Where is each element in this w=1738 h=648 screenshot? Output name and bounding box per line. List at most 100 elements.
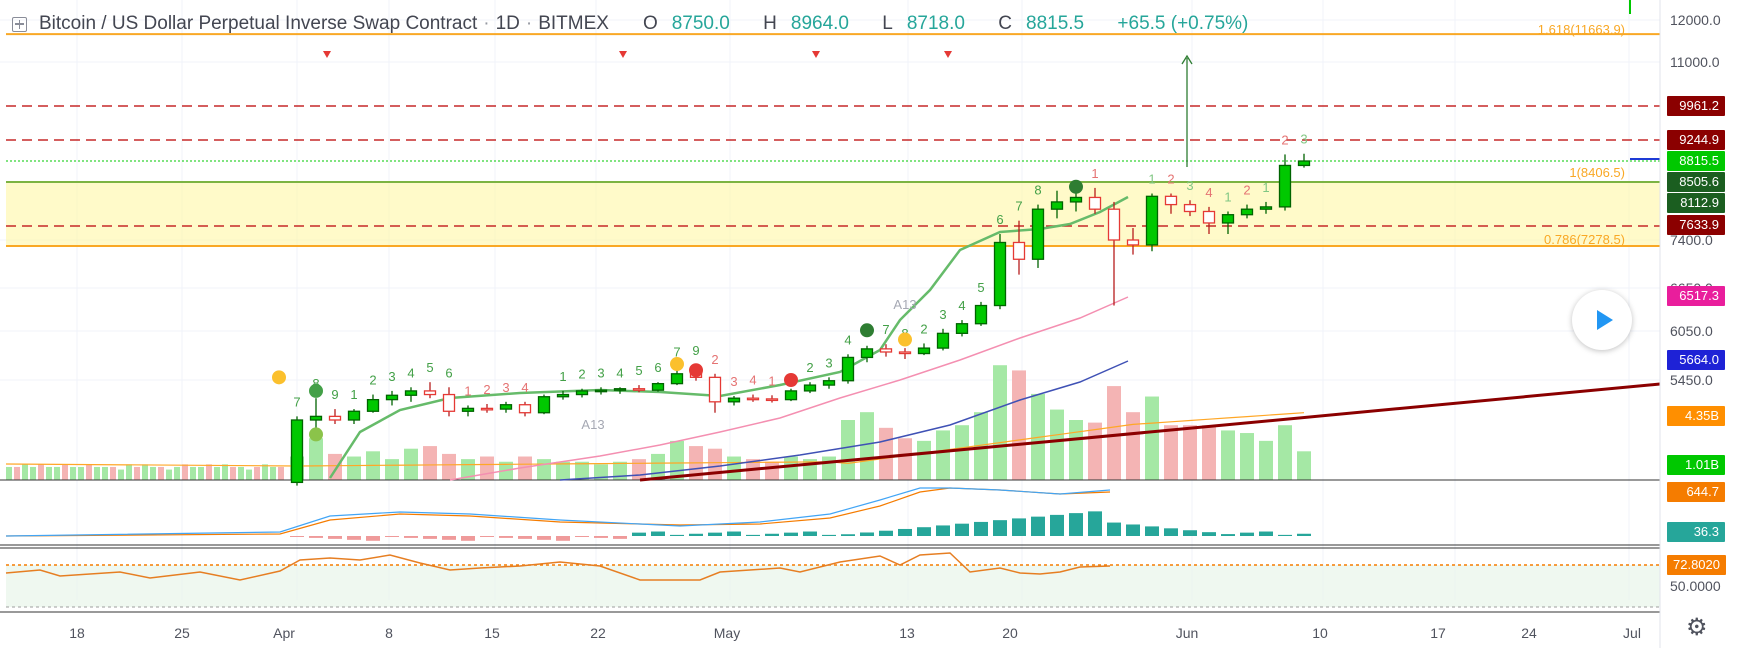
td-count: 1 — [1148, 172, 1155, 187]
time-axis-tick: 18 — [69, 625, 85, 641]
macd-histogram-bar — [1069, 513, 1083, 536]
td-count: 3 — [939, 307, 946, 322]
macd-histogram-bar — [385, 536, 399, 537]
macd-histogram-bar — [1183, 530, 1197, 536]
candle-body — [1183, 203, 1197, 213]
candle-body — [385, 394, 399, 401]
price-tag: 4.35B — [1667, 406, 1725, 426]
macd-histogram-bar — [1221, 534, 1235, 536]
candle-body — [917, 347, 931, 355]
rsi-band — [6, 565, 1660, 607]
candle-body — [1107, 208, 1121, 241]
volume-bar — [238, 466, 244, 480]
signal-dot — [272, 370, 286, 385]
volume-bar — [385, 459, 399, 480]
macd-histogram-bar — [1297, 533, 1311, 536]
interval[interactable]: 1D — [495, 13, 520, 34]
price-axis-tick: 5450.0 — [1670, 372, 1713, 388]
volume-bar — [936, 430, 950, 480]
macd-histogram-bar — [1088, 511, 1102, 536]
volume-bar — [142, 464, 148, 480]
macd-histogram-bar — [423, 536, 437, 539]
td-count: 5 — [635, 363, 642, 378]
candle-body — [613, 388, 627, 391]
td-count: 3 — [1186, 178, 1193, 193]
time-axis-tick: 10 — [1312, 625, 1328, 641]
macd-histogram-bar — [499, 536, 513, 538]
macd-histogram-bar — [404, 536, 418, 538]
high-value: H 8964.0 — [763, 13, 849, 34]
volume-bar — [182, 464, 188, 480]
td-sequential-marks: 7891234561234123456792341234578234567811… — [272, 51, 1308, 442]
support-zone-fill — [6, 182, 1660, 246]
candle-body — [480, 407, 494, 411]
td-count: 2 — [578, 367, 585, 382]
volume-bar — [262, 464, 268, 480]
volume-bar — [670, 440, 684, 480]
candle-body — [1145, 195, 1159, 246]
td-count: 1 — [464, 383, 471, 398]
volume-bar — [1012, 370, 1026, 480]
td-count: 1 — [1262, 180, 1269, 195]
volume-bar — [54, 466, 60, 480]
volume-bar — [1164, 425, 1178, 480]
volume-bar — [1050, 409, 1064, 480]
candlesticks[interactable] — [290, 153, 1311, 486]
settings-gear-icon[interactable]: ⚙ — [1686, 614, 1708, 641]
volume-bar — [442, 453, 456, 480]
td-count: 4 — [1205, 185, 1212, 200]
volume-bar — [206, 464, 212, 480]
macd-histogram-bar — [727, 531, 741, 536]
macd-histogram-bar — [556, 536, 570, 541]
volume-bar — [1297, 451, 1311, 480]
signal-dot — [860, 323, 874, 338]
candle-body — [1012, 241, 1026, 260]
signal-dot — [1069, 179, 1083, 194]
volume-bar — [765, 461, 779, 480]
volume-bar — [1240, 433, 1254, 480]
volume-bar — [22, 464, 28, 480]
candle-body — [518, 404, 532, 414]
macd-line — [5, 487, 1111, 537]
macd-pane — [0, 487, 1660, 546]
td-count: 6 — [654, 360, 661, 375]
add-symbol-icon[interactable] — [12, 16, 27, 32]
macd-histogram-bar — [309, 536, 323, 538]
td-count: 7 — [882, 322, 889, 337]
volume-bar — [1107, 386, 1121, 480]
macd-histogram-bar — [708, 532, 722, 536]
play-button[interactable] — [1572, 290, 1632, 350]
macd-histogram-bar — [1145, 526, 1159, 536]
volume-bar — [1069, 420, 1083, 480]
macd-histogram-bar — [1278, 534, 1292, 536]
td-count: 4 — [958, 298, 965, 313]
price-tag: 8112.9 — [1667, 193, 1725, 213]
sell-marker — [619, 51, 627, 58]
rsi-line — [5, 552, 1111, 581]
close-value: C 8815.5 — [998, 13, 1085, 34]
signal-dot — [309, 427, 323, 442]
td-count: 8 — [312, 376, 319, 391]
td-count: 2 — [806, 360, 813, 375]
price-tag: 9244.9 — [1667, 130, 1725, 150]
time-axis-tick: 8 — [385, 625, 393, 641]
macd-histogram-bar — [993, 520, 1007, 536]
volume-bar — [727, 456, 741, 480]
candle-body — [841, 356, 855, 382]
ma-100-line — [559, 360, 1129, 481]
volume-bar — [404, 448, 418, 480]
td-count: 4 — [844, 332, 851, 347]
volume-bar — [1126, 412, 1140, 480]
macd-histogram-bar — [594, 536, 608, 538]
ma-50-line — [449, 296, 1129, 481]
volume-bar — [102, 466, 108, 480]
time-axis-tick: Apr — [273, 625, 295, 641]
time-axis-tick: 24 — [1521, 625, 1537, 641]
price-axis-tick: 6050.0 — [1670, 323, 1713, 339]
price-tag: 8815.5 — [1667, 151, 1725, 171]
symbol-name[interactable]: Bitcoin / US Dollar Perpetual Inverse Sw… — [39, 13, 478, 34]
price-axis-tick: 11000.0 — [1670, 54, 1720, 70]
volume-bar — [1183, 425, 1197, 480]
volume-bar — [651, 453, 665, 480]
